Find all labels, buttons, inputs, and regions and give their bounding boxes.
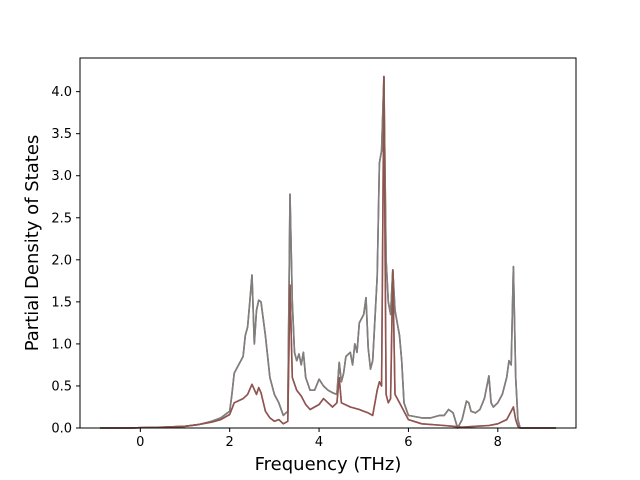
x-axis-ticks: 0 2 4 6 8 xyxy=(136,428,502,450)
x-axis-label: Frequency (THz) xyxy=(255,454,402,475)
y-tick-label: 3.0 xyxy=(51,169,72,184)
y-tick-label: 2.5 xyxy=(51,211,72,226)
x-tick-label: 2 xyxy=(226,435,234,450)
y-tick-label: 1.0 xyxy=(51,337,72,352)
x-tick-label: 6 xyxy=(404,435,412,450)
y-tick-label: 3.5 xyxy=(51,127,72,142)
y-tick-label: 0.0 xyxy=(51,422,72,437)
x-tick-label: 4 xyxy=(315,435,323,450)
y-tick-label: 2.0 xyxy=(51,253,72,268)
y-axis-label: Partial Density of States xyxy=(22,135,43,352)
y-tick-label: 4.0 xyxy=(51,85,72,100)
y-tick-label: 0.5 xyxy=(51,379,72,394)
series-line-4 xyxy=(100,75,556,429)
series-layer xyxy=(100,75,556,429)
x-tick-label: 0 xyxy=(136,435,144,450)
y-axis-ticks: 0.0 0.5 1.0 1.5 2.0 2.5 3.0 3.5 4.0 xyxy=(51,85,80,437)
plot-frame xyxy=(79,57,577,429)
series-line-3 xyxy=(100,75,556,429)
plot-area xyxy=(80,58,576,428)
x-tick-label: 8 xyxy=(494,435,502,450)
y-tick-label: 1.5 xyxy=(51,295,72,310)
